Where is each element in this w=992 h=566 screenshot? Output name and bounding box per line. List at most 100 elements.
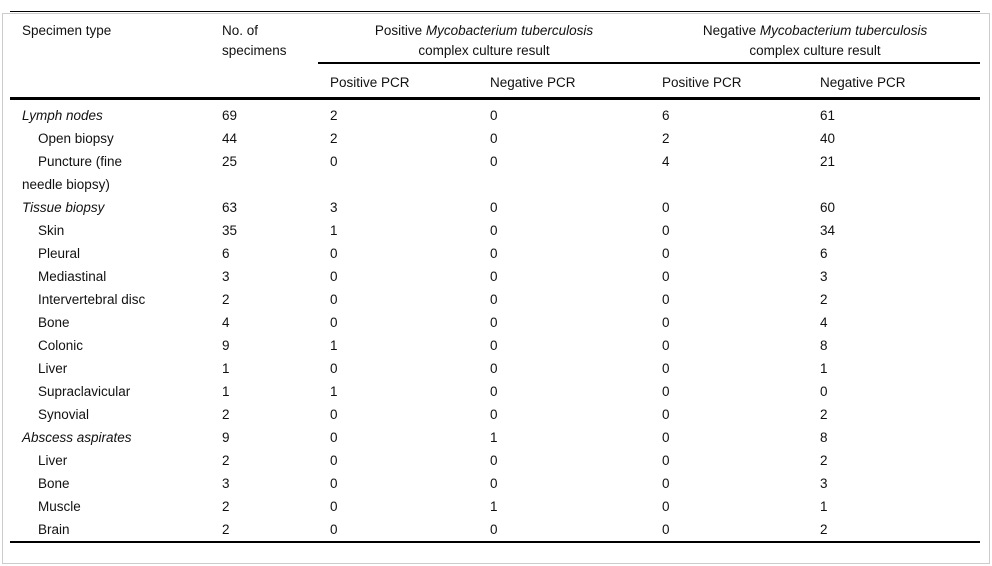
subheader-positive-pcr-1: Positive PCR — [318, 63, 478, 100]
value-cell: 60 — [820, 200, 836, 215]
table-row: Puncture (fine needle biopsy) 25 0 0 4 21 — [10, 150, 980, 196]
value-cell: 0 — [662, 200, 670, 215]
specimen-type-cell: Brain — [10, 518, 210, 543]
specimen-type-cell: Supraclavicular — [38, 384, 131, 399]
table-row: Bone 4 0 0 0 4 — [10, 311, 980, 334]
value-cell: 0 — [330, 361, 338, 376]
value-cell: 3 — [820, 476, 828, 491]
value-cell: 0 — [490, 338, 498, 353]
value-cell: 0 — [662, 246, 670, 261]
value-cell: 1 — [820, 361, 828, 376]
value-cell: 9 — [222, 338, 230, 353]
value-cell: 0 — [662, 407, 670, 422]
table-row: Intervertebral disc 2 0 0 0 2 — [10, 288, 980, 311]
table-row: Tissue biopsy 63 3 0 0 60 — [10, 196, 980, 219]
value-cell: 0 — [662, 361, 670, 376]
value-cell: 0 — [330, 430, 338, 445]
value-cell: 0 — [490, 131, 498, 146]
table-row: Pleural 6 0 0 0 6 — [10, 242, 980, 265]
specimen-type-cell: Mediastinal — [38, 269, 107, 284]
specimen-type-cell: Colonic — [38, 338, 84, 353]
specimen-type-cell: Intervertebral disc — [38, 292, 146, 307]
value-cell: 6 — [662, 108, 670, 123]
table-row: Open biopsy 44 2 0 2 40 — [10, 127, 980, 150]
value-cell: 0 — [330, 292, 338, 307]
value-cell: 0 — [330, 453, 338, 468]
value-cell: 0 — [662, 476, 670, 491]
value-cell: 40 — [820, 131, 836, 146]
value-cell: 21 — [820, 154, 836, 169]
value-cell: 0 — [662, 223, 670, 238]
specimen-results-table: Specimen type No. of specimens Positive … — [10, 11, 981, 543]
value-cell: 3 — [222, 476, 230, 491]
value-cell: 0 — [490, 315, 498, 330]
value-cell: 0 — [662, 453, 670, 468]
table-header: Specimen type No. of specimens Positive … — [10, 11, 981, 100]
specimen-type-cell: Abscess aspirates — [22, 430, 132, 445]
table-row: Mediastinal 3 0 0 0 3 — [10, 265, 980, 288]
value-cell: 4 — [820, 315, 828, 330]
value-cell: 0 — [490, 384, 498, 399]
table-row: Liver 2 0 0 0 2 — [10, 449, 980, 472]
value-cell: 1 — [330, 223, 338, 238]
species-name-italic: Mycobacterium tuberculosis — [425, 23, 594, 38]
value-cell: 0 — [662, 315, 670, 330]
value-cell: 0 — [490, 361, 498, 376]
column-header-no-of-specimens: No. of specimens — [210, 11, 318, 100]
value-cell: 0 — [330, 246, 338, 261]
group-header-line1: Positive Mycobacterium tuberculosis — [318, 21, 650, 41]
group-header-positive-culture: Positive Mycobacterium tuberculosis comp… — [318, 11, 651, 64]
value-cell: 69 — [222, 108, 238, 123]
value-cell: 1 — [330, 384, 338, 399]
value-cell: 2 — [330, 131, 338, 146]
table-row: Lymph nodes 69 2 0 6 61 — [10, 99, 980, 128]
value-cell: 0 — [330, 154, 338, 169]
value-cell: 0 — [490, 453, 498, 468]
table-row: Muscle 2 0 1 0 1 — [10, 495, 980, 518]
table-row: Abscess aspirates 9 0 1 0 8 — [10, 426, 980, 449]
table-row: Colonic 9 1 0 0 8 — [10, 334, 980, 357]
value-cell: 6 — [820, 246, 828, 261]
value-cell: 2 — [330, 108, 338, 123]
specimen-type-cell: Puncture (fine needle biopsy) — [22, 154, 123, 192]
value-cell: 0 — [490, 292, 498, 307]
value-cell: 2 — [222, 292, 230, 307]
group-header-line1: Negative Mycobacterium tuberculosis — [650, 21, 980, 41]
value-cell: 0 — [662, 269, 670, 284]
header-row-subheaders: Positive PCR Negative PCR Positive PCR N… — [10, 63, 981, 100]
table-row: Brain 2 0 0 0 2 — [10, 518, 981, 543]
value-cell: 0 — [490, 269, 498, 284]
value-cell: 35 — [222, 223, 238, 238]
value-cell: 0 — [330, 499, 338, 514]
specimen-type-cell: Tissue biopsy — [22, 200, 105, 215]
value-cell: 0 — [330, 315, 338, 330]
value-cell: 2 — [820, 407, 828, 422]
value-cell: 2 — [808, 518, 981, 543]
value-cell: 1 — [222, 361, 230, 376]
value-cell: 61 — [820, 108, 836, 123]
value-cell: 3 — [820, 269, 828, 284]
value-cell: 0 — [478, 518, 651, 543]
value-cell: 2 — [210, 518, 318, 543]
value-cell: 25 — [222, 154, 238, 169]
specimen-type-cell: Skin — [38, 223, 65, 238]
specimen-type-cell: Bone — [38, 476, 70, 491]
value-cell: 0 — [662, 292, 670, 307]
group-header-line2: complex culture result — [749, 43, 881, 58]
specimen-type-cell: Bone — [38, 315, 70, 330]
value-cell: 0 — [662, 430, 670, 445]
value-cell: 2 — [662, 131, 670, 146]
value-cell: 0 — [490, 223, 498, 238]
value-cell: 6 — [222, 246, 230, 261]
value-cell: 0 — [318, 518, 478, 543]
value-cell: 44 — [222, 131, 238, 146]
value-cell: 1 — [222, 384, 230, 399]
subheader-negative-pcr-2: Negative PCR — [808, 63, 981, 100]
value-cell: 4 — [222, 315, 230, 330]
table-body: Lymph nodes 69 2 0 6 61 Open biopsy 44 2 0 2 40 Punc… — [10, 99, 981, 543]
value-cell: 9 — [222, 430, 230, 445]
value-cell: 0 — [330, 269, 338, 284]
specimen-type-cell: Open biopsy — [38, 131, 114, 146]
value-cell: 8 — [820, 430, 828, 445]
header-row-groups: Specimen type No. of specimens Positive … — [10, 11, 981, 100]
